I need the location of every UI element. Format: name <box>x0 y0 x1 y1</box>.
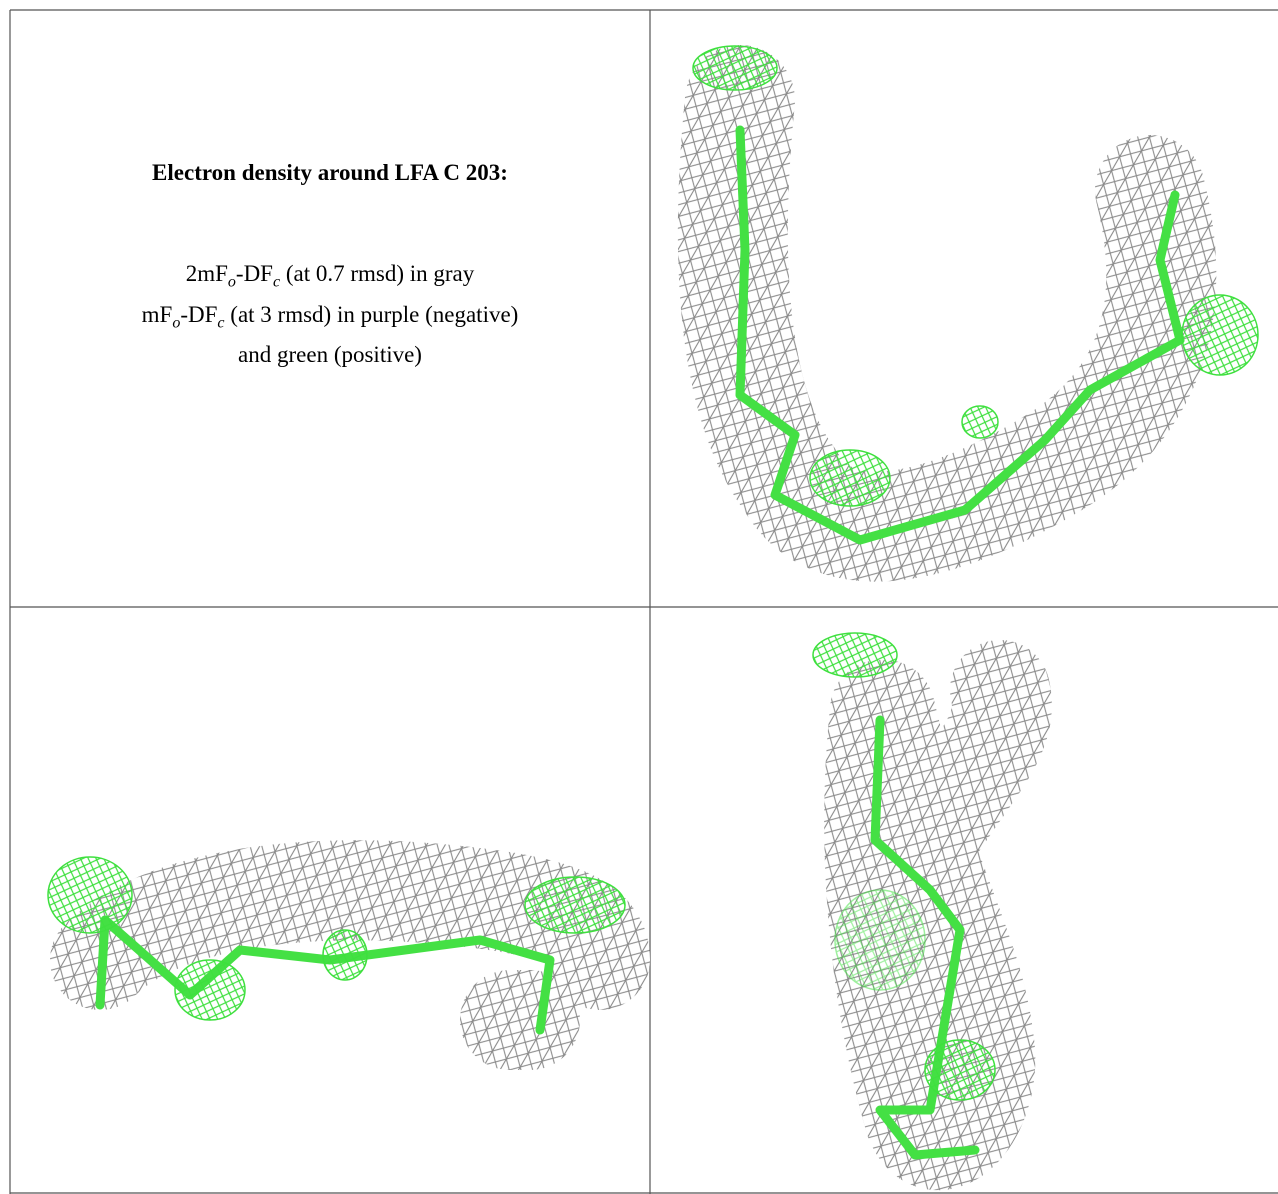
text: (at 3 rmsd) in purple (negative) <box>225 302 519 327</box>
subscript: c <box>217 314 224 331</box>
density-panel-bottom-left <box>48 857 625 1030</box>
text: (at 0.7 rmsd) in gray <box>280 261 474 286</box>
subscript: c <box>273 274 280 291</box>
density-panel-bottom-right <box>813 633 1002 1155</box>
legend-line: and green (positive) <box>10 339 650 371</box>
caption-title: Electron density around LFA C 203: <box>10 160 650 186</box>
text: and green (positive) <box>238 342 422 367</box>
legend-line: 2mFo-DFc (at 0.7 rmsd) in gray <box>10 258 650 299</box>
text: -DF <box>236 261 273 286</box>
text: mF <box>142 302 173 327</box>
caption: Electron density around LFA C 203: 2mFo-… <box>10 160 650 371</box>
text: 2mF <box>186 261 228 286</box>
subscript: o <box>228 274 236 291</box>
text: -DF <box>180 302 217 327</box>
density-panel-top <box>693 46 1258 540</box>
page: Electron density around LFA C 203: 2mFo-… <box>0 0 1278 1194</box>
legend-line: mFo-DFc (at 3 rmsd) in purple (negative) <box>10 299 650 340</box>
